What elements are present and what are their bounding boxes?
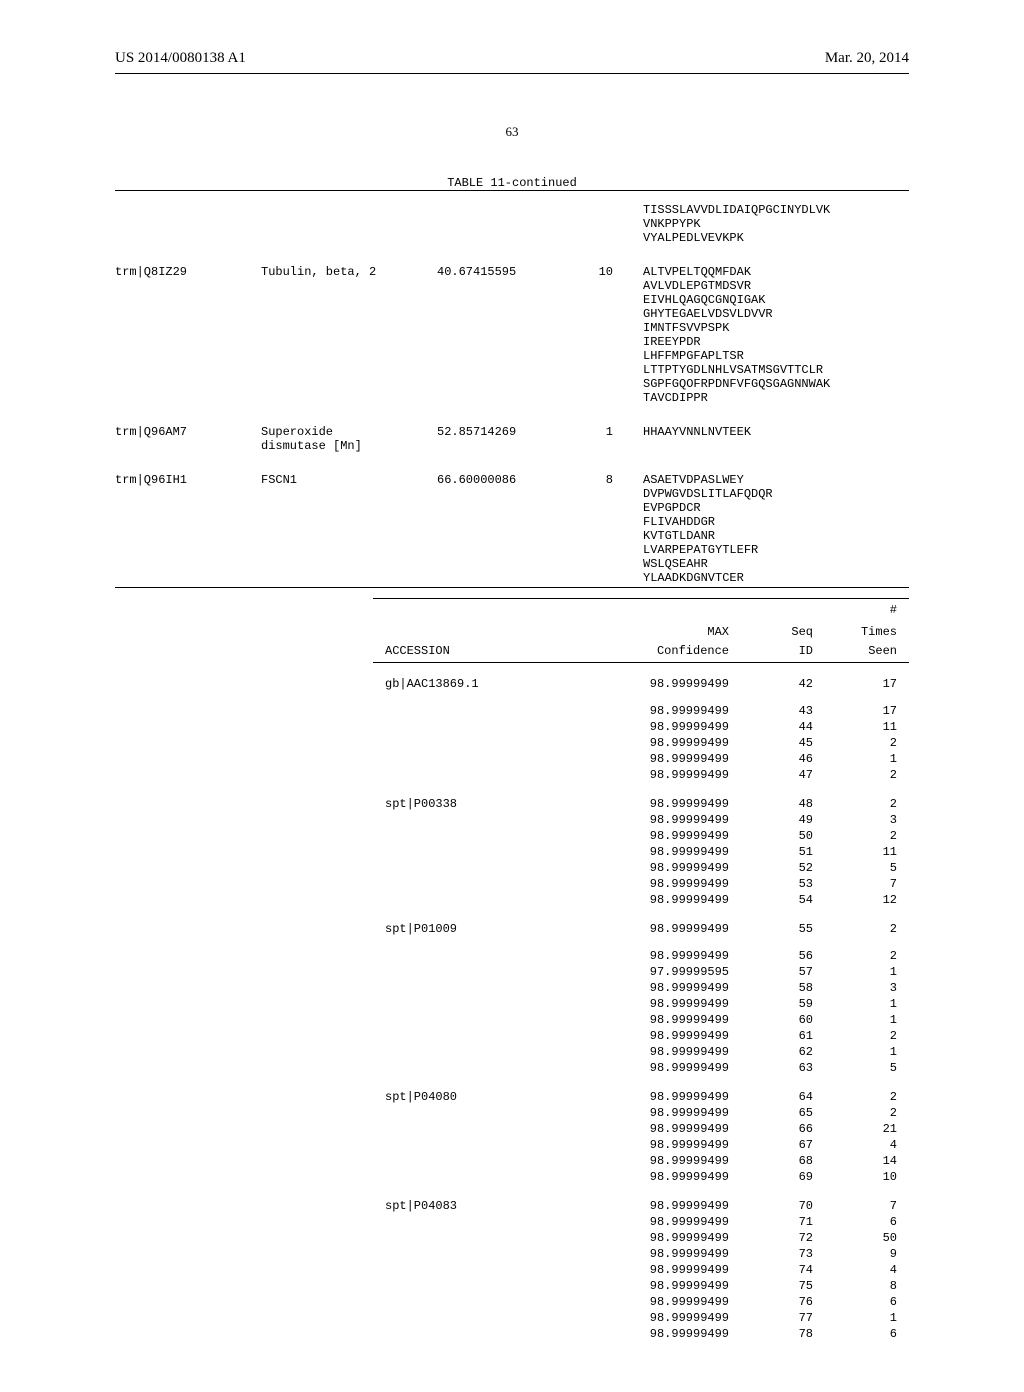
peptides: TISSSLAVVDLIDAIQPGCINYDLVK VNKPPYPK VYAL… — [643, 201, 909, 247]
table-row: 98.99999499771 — [373, 1310, 909, 1326]
table-row: 98.99999499744 — [373, 1262, 909, 1278]
table-row: 98.99999499739 — [373, 1246, 909, 1262]
table-row: 98.99999499537 — [373, 876, 909, 892]
table-row: 98.999994997250 — [373, 1230, 909, 1246]
table-row: 98.99999499525 — [373, 860, 909, 876]
table-row: 98.99999499716 — [373, 1214, 909, 1230]
table-row: 98.99999499452 — [373, 735, 909, 751]
table-row: 98.99999499502 — [373, 828, 909, 844]
table-row: 98.999994994411 — [373, 719, 909, 735]
header-rule — [115, 73, 909, 74]
table-row: spt|P0408398.99999499707 — [373, 1185, 909, 1214]
table-row: 98.99999499591 — [373, 996, 909, 1012]
table-row: spt|P0408098.99999499642 — [373, 1076, 909, 1105]
table-row: 98.99999499766 — [373, 1294, 909, 1310]
table-row: 98.99999499635 — [373, 1060, 909, 1076]
table-row: 97.99999595571 — [373, 964, 909, 980]
table-row: 98.99999499493 — [373, 812, 909, 828]
table-row: 98.999994995111 — [373, 844, 909, 860]
table-row: 98.99999499652 — [373, 1105, 909, 1121]
table-row: 98.99999499583 — [373, 980, 909, 996]
pub-number: US 2014/0080138 A1 — [115, 50, 246, 67]
table-row: 98.99999499562 — [373, 937, 909, 964]
protein-table: TISSSLAVVDLIDAIQPGCINYDLVK VNKPPYPK VYAL… — [115, 190, 909, 598]
table-row: 98.99999499461 — [373, 751, 909, 767]
table-title: TABLE 11-continued — [115, 176, 909, 190]
pub-date: Mar. 20, 2014 — [825, 50, 909, 67]
table-row: trm|Q96IH1FSCN166.600000868ASAETVDPASLWE… — [115, 455, 909, 588]
table-row: 98.999994994317 — [373, 692, 909, 719]
table-row: 98.999994996621 — [373, 1121, 909, 1137]
table-row: 98.99999499758 — [373, 1278, 909, 1294]
table-row: trm|Q96AM7Superoxide dismutase [Mn]52.85… — [115, 407, 909, 455]
table-row: 98.999994996910 — [373, 1169, 909, 1185]
table-row: gb|AAC13869.198.999994994217 — [373, 663, 909, 693]
table-row: 98.99999499472 — [373, 767, 909, 783]
table-row: 98.999994996814 — [373, 1153, 909, 1169]
table-row: 98.99999499786 — [373, 1326, 909, 1342]
table-row: spt|P0100998.99999499552 — [373, 908, 909, 937]
data-table: # MAX Seq Times ACCESSION Confidence ID … — [373, 598, 909, 1342]
table-row: 98.99999499612 — [373, 1028, 909, 1044]
page-header: US 2014/0080138 A1 Mar. 20, 2014 — [115, 50, 909, 67]
table-row: 98.99999499601 — [373, 1012, 909, 1028]
page-number: 63 — [115, 124, 909, 140]
table-row: spt|P0033898.99999499482 — [373, 783, 909, 812]
table-row: 98.999994995412 — [373, 892, 909, 908]
table-row: 98.99999499674 — [373, 1137, 909, 1153]
table-row: trm|Q8IZ29Tubulin, beta, 240.6741559510A… — [115, 247, 909, 407]
table-row: 98.99999499621 — [373, 1044, 909, 1060]
